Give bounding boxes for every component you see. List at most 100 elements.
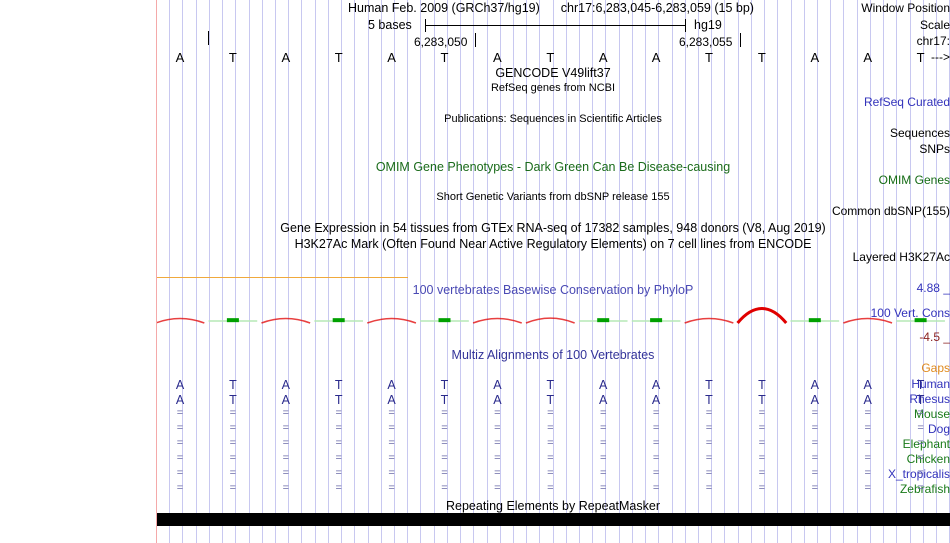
alignment-base: A [863, 378, 872, 392]
alignment-base: A [493, 378, 502, 392]
publications-caption: Publications: Sequences in Scientific Ar… [444, 113, 662, 125]
grid-line [473, 0, 474, 543]
track-label-elephant[interactable]: Elephant [902, 437, 950, 451]
track-label-cons-max[interactable]: 4.88 _ [916, 281, 950, 295]
track-label-zebrafish[interactable]: Zebrafish [899, 482, 950, 496]
position-range[interactable]: chr17:6,283,045-6,283,059 (15 bp) [560, 1, 754, 15]
alignment-gap: = [335, 437, 342, 449]
gencode-caption: GENCODE V49lift37 [495, 66, 611, 80]
grid-line [381, 0, 382, 543]
conservation-arc-negative [525, 317, 575, 324]
conservation-bar-positive [597, 318, 610, 323]
track-label-snps[interactable]: SNPs [919, 142, 950, 156]
ruler-base: A [387, 50, 396, 65]
grid-line [711, 0, 712, 543]
track-label-mouse[interactable]: Mouse [913, 407, 950, 421]
track-label-layered-h3k27ac[interactable]: Layered H3K27Ac [852, 250, 950, 264]
alignment-gap: = [599, 482, 607, 494]
grid-line [235, 0, 236, 543]
alignment-gap: = [494, 482, 501, 494]
grid-line [605, 0, 606, 543]
grid-line [500, 0, 501, 543]
grid-line [460, 0, 461, 543]
grid-line [539, 0, 540, 543]
grid-line [870, 0, 871, 543]
grid-line [301, 0, 302, 543]
track-label-human[interactable]: Human [911, 377, 950, 391]
alignment-gap: = [547, 422, 554, 434]
alignment-row-zebrafish: = = = = = = = = = = = = = = = [156, 482, 950, 498]
alignment-gap: = [599, 437, 607, 449]
track-label-sequences[interactable]: Sequences [889, 126, 950, 140]
conservation-arc-negative [261, 317, 311, 324]
track-label-rhesus[interactable]: Rhesus [909, 392, 950, 406]
grid-line [751, 0, 752, 543]
alignment-gap: = [176, 437, 184, 449]
alignment-gap: = [864, 452, 871, 464]
alignment-gap: = [335, 422, 342, 434]
track-label-vert-cons[interactable]: 100 Vert. Cons [870, 306, 950, 320]
alignment-gap: = [758, 467, 766, 479]
alignment-gap: = [441, 407, 448, 419]
alignment-gap: = [547, 452, 554, 464]
alignment-gap: = [388, 452, 395, 464]
track-label-x-tropicalis[interactable]: X_tropicalis [887, 467, 950, 481]
grid-line [420, 0, 421, 543]
grid-line [341, 0, 342, 543]
alignment-gap: = [917, 422, 924, 434]
repeatmasker-feature-bar[interactable] [156, 513, 950, 526]
track-label-gaps[interactable]: Gaps [921, 361, 950, 375]
grid-lines [156, 0, 950, 543]
alignment-base: A [651, 393, 661, 407]
grid-line [368, 0, 369, 543]
grid-line [896, 0, 897, 543]
grid-line [698, 0, 699, 543]
alignment-base: T [440, 378, 449, 392]
ruler-base: T [440, 50, 449, 65]
conservation-arc-negative [367, 317, 417, 324]
grid-line [632, 0, 633, 543]
alignment-gap: = [176, 422, 184, 434]
track-label-chicken[interactable]: Chicken [906, 452, 950, 466]
alignment-gap: = [917, 482, 924, 494]
phylop-caption: 100 vertebrates Basewise Conservation by… [412, 283, 694, 297]
conservation-arc-negative [684, 317, 734, 324]
track-label-omim-genes[interactable]: OMIM Genes [878, 173, 950, 187]
alignment-gap: = [705, 437, 713, 449]
alignment-base: T [916, 393, 925, 407]
track-label-dog[interactable]: Dog [927, 422, 950, 436]
alignment-gap: = [547, 437, 554, 449]
track-label-common-dbsnp[interactable]: Common dbSNP(155) [831, 204, 950, 218]
label-column-divider [156, 0, 157, 543]
conservation-arc-negative [843, 317, 893, 324]
phylop-conservation-plot[interactable] [156, 300, 950, 342]
conservation-arc-negative [736, 307, 788, 324]
alignment-gap: = [652, 422, 660, 434]
grid-line [275, 0, 276, 543]
alignment-base: T [705, 393, 713, 407]
grid-line [883, 0, 884, 543]
alignment-gap: = [388, 467, 395, 479]
ruler-base: A [175, 50, 185, 65]
alignment-base: T [758, 378, 766, 392]
alignment-gap: = [229, 482, 237, 494]
ruler-base: T [546, 50, 555, 65]
alignment-gap: = [811, 422, 819, 434]
alignment-gap: = [758, 437, 766, 449]
alignment-base: A [281, 393, 290, 407]
grid-line [169, 0, 170, 543]
alignment-gap: = [282, 452, 290, 464]
grid-line [817, 0, 818, 543]
alignment-gap: = [176, 467, 184, 479]
ruler-base: T [916, 50, 925, 65]
alignment-base: A [175, 393, 185, 407]
alignment-base: A [810, 378, 819, 392]
track-label-cons-min[interactable]: -4.5 _ [919, 330, 950, 344]
grid-line [910, 0, 911, 543]
alignment-gap: = [652, 407, 660, 419]
alignment-base: T [546, 393, 555, 407]
alignment-base: A [281, 378, 290, 392]
track-label-refseq-curated[interactable]: RefSeq Curated [863, 95, 950, 109]
